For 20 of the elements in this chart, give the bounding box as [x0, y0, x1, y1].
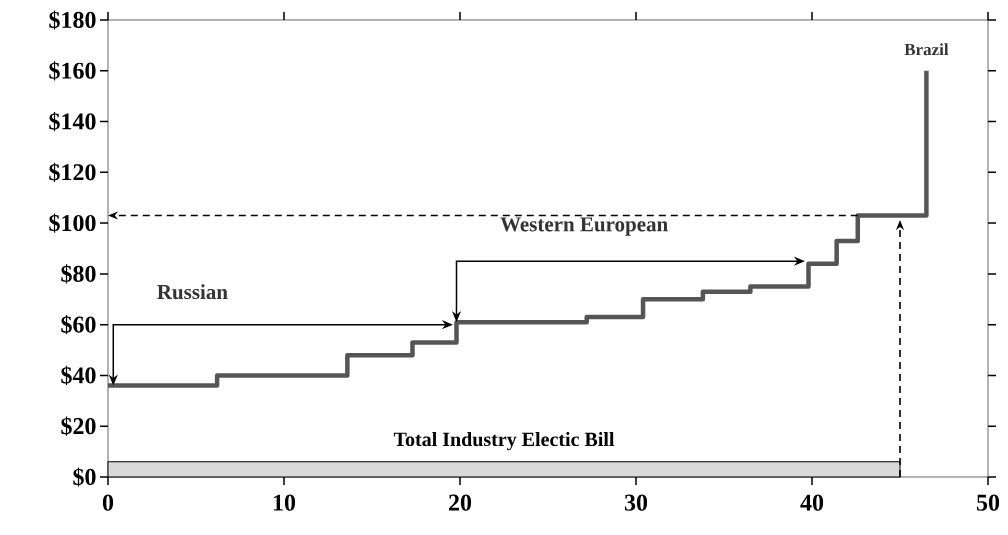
y-tick-label: $120 — [49, 162, 96, 182]
annotation: Russian — [157, 284, 228, 300]
x-tick-label: 50 — [976, 494, 1000, 511]
annotation: Western European — [500, 217, 668, 236]
y-tick-label: $20 — [61, 416, 96, 436]
y-tick-label: $0 — [73, 467, 96, 487]
y-tick-label: $140 — [49, 111, 96, 132]
annotation: Brazil — [904, 43, 949, 56]
y-tick-label: $180 — [49, 10, 96, 30]
y-tick-label: $60 — [61, 315, 96, 335]
series-label: Total Industry Electic Bill — [393, 432, 615, 451]
x-tick-label: 30 — [624, 494, 648, 511]
y-tick-label: $80 — [61, 264, 96, 284]
y-tick-label: $160 — [49, 61, 96, 81]
y-tick-label: $100 — [49, 213, 96, 233]
x-tick-label: 10 — [273, 494, 296, 511]
x-tick-label: 40 — [800, 494, 824, 511]
x-tick-label: 20 — [449, 494, 472, 511]
y-tick-label: $40 — [61, 365, 96, 386]
x-tick-label: 0 — [102, 494, 114, 511]
